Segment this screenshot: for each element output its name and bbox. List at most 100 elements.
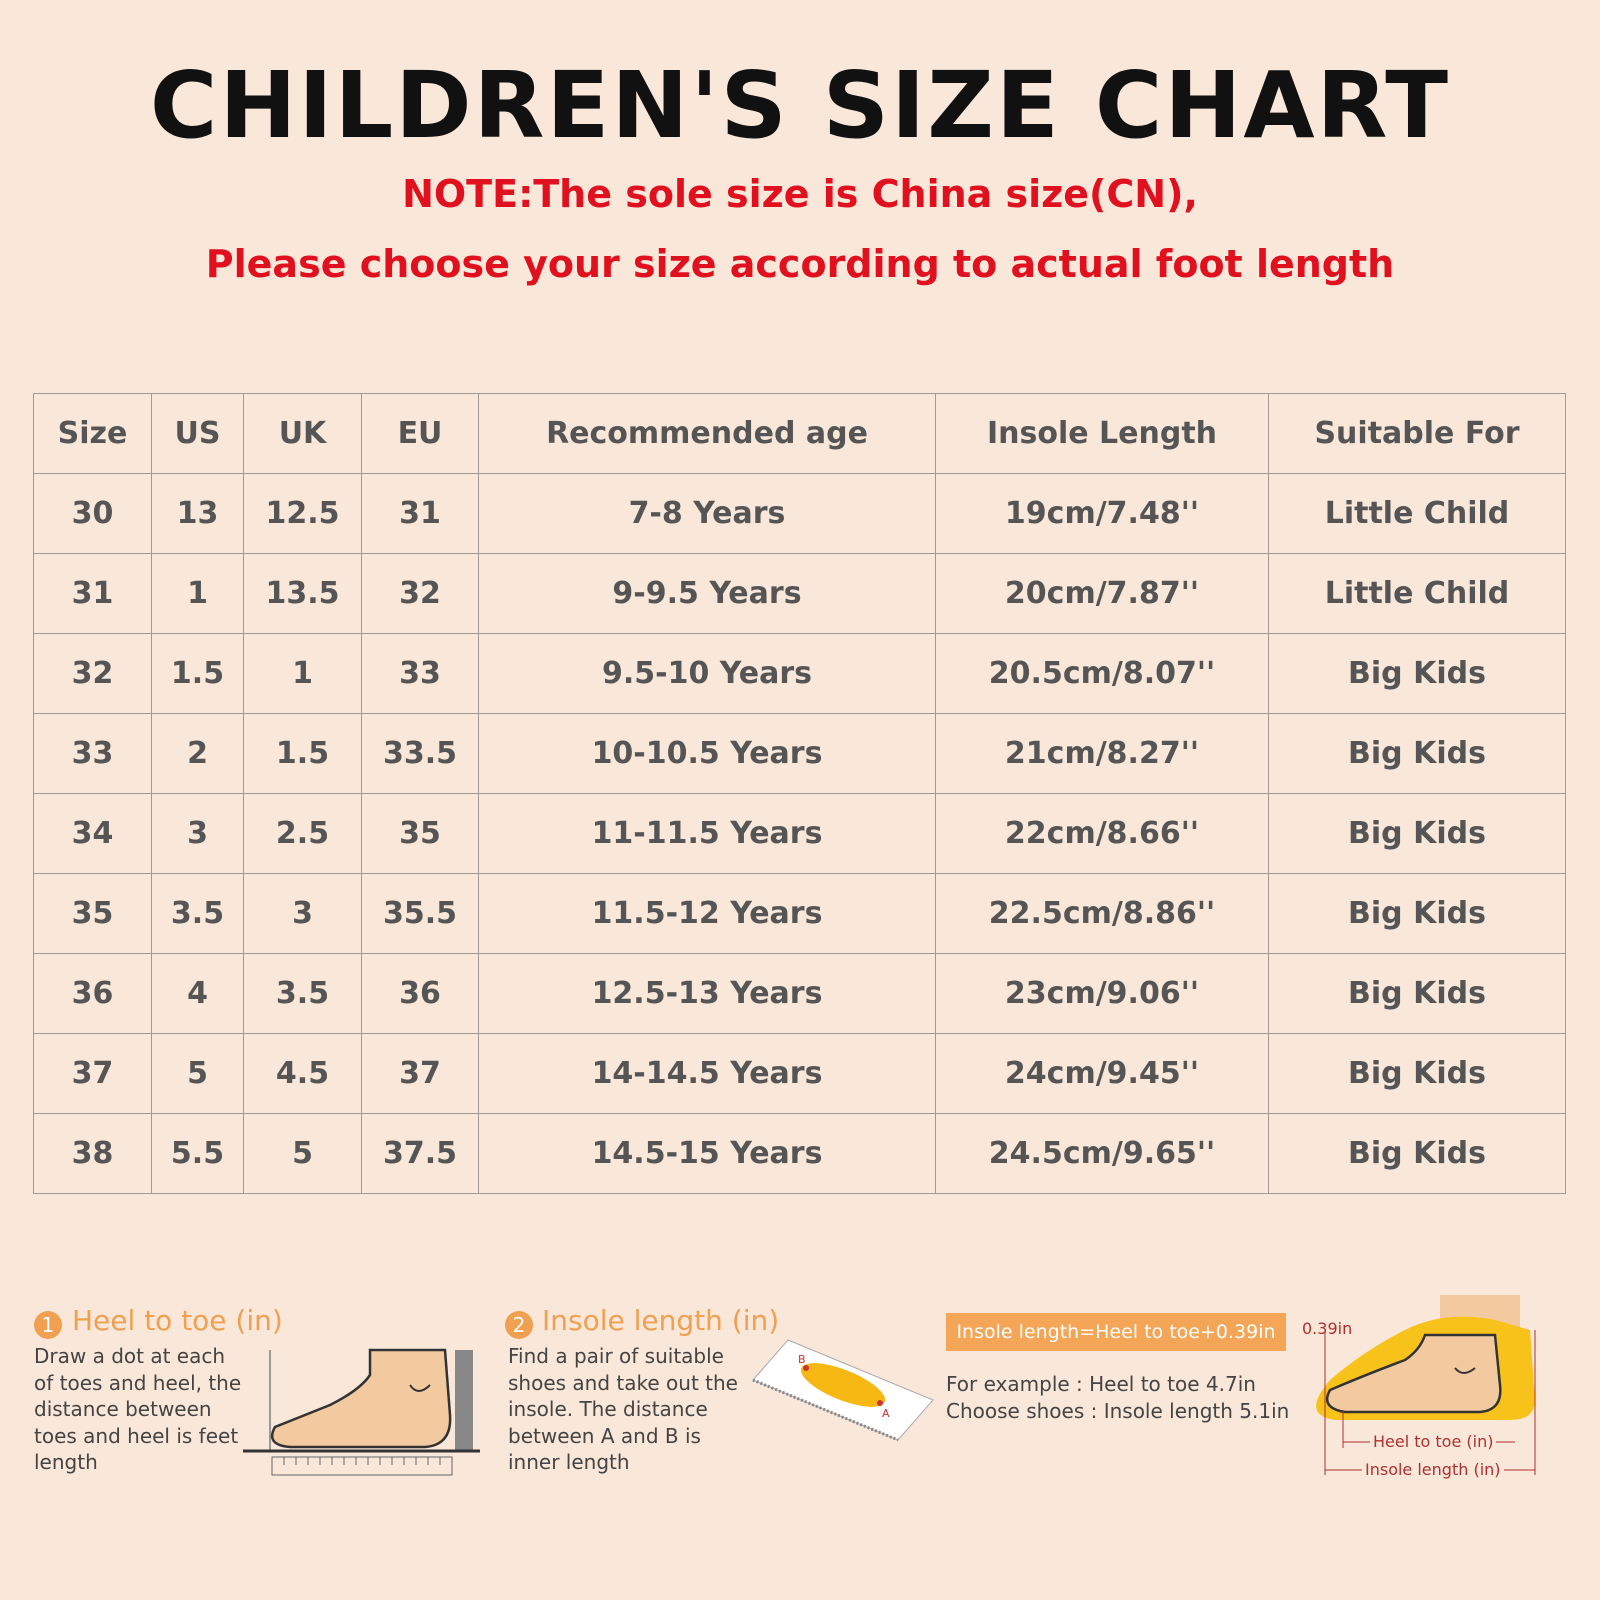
table-cell: 37 [361,1033,479,1114]
example: For example : Heel to toe 4.7in [946,1372,1256,1396]
table-cell: 20.5cm/8.07'' [935,633,1269,714]
table-cell: Big Kids [1268,1033,1566,1114]
table-cell: 12.5-13 Years [478,953,936,1034]
table-cell: 19cm/7.48'' [935,473,1269,554]
column-header: US [151,393,244,474]
table-cell: Big Kids [1268,633,1566,714]
table-cell: Big Kids [1268,1113,1566,1194]
table-cell: 22.5cm/8.86'' [935,873,1269,954]
table-cell: 38 [33,1113,152,1194]
table-cell: 9.5-10 Years [478,633,936,714]
table-cell: 36 [361,953,479,1034]
table-cell: 33.5 [361,713,479,794]
table-cell: 2 [151,713,244,794]
table-cell: 35 [33,873,152,954]
column-header: UK [243,393,362,474]
foot-illustration [243,1348,480,1476]
table-row: 35 3.5 3 35.5 11.5-12 Years 22.5cm/8.86'' Big … [33,873,1566,954]
table-row: 34 3 2.5 35 11-11.5 Years 22cm/8.66'' Big Kids [33,793,1566,874]
table-cell: 1 [151,553,244,634]
point-label: A [882,1407,890,1420]
table-cell: Big Kids [1268,953,1566,1034]
point-label: B [798,1353,806,1366]
table-cell: 11.5-12 Years [478,873,936,954]
table-cell: 33 [33,713,152,794]
table-cell: 1.5 [243,713,362,794]
table-cell: 13 [151,473,244,554]
table-cell: 14-14.5 Years [478,1033,936,1114]
table-cell: Little Child [1268,473,1566,554]
diagram-label: Heel to toe (in) [1370,1432,1497,1451]
column-header: Size [33,393,152,474]
column-header: Recommended age [478,393,936,474]
table-cell: 5 [151,1033,244,1114]
table-cell: 12.5 [243,473,362,554]
table-cell: 20cm/7.87'' [935,553,1269,634]
table-cell: 4.5 [243,1033,362,1114]
table-cell: 3.5 [243,953,362,1034]
table-cell: 10-10.5 Years [478,713,936,794]
example: Choose shoes : Insole length 5.1in [946,1399,1290,1423]
table-cell: 21cm/8.27'' [935,713,1269,794]
table-cell: 14.5-15 Years [478,1113,936,1194]
table-cell: 13.5 [243,553,362,634]
table-row: 36 4 3.5 36 12.5-13 Years 23cm/9.06'' Big Kids [33,953,1566,1034]
table-cell: 5.5 [151,1113,244,1194]
table-cell: Big Kids [1268,713,1566,794]
step-text: Find a pair of suitable shoes and take o… [508,1344,738,1474]
table-cell: 24.5cm/9.65'' [935,1113,1269,1194]
table-cell: 35 [361,793,479,874]
table-cell: 35.5 [361,873,479,954]
table-row: 37 5 4.5 37 14-14.5 Years 24cm/9.45'' Big Kids [33,1033,1566,1114]
measure-diagram [1316,1295,1536,1475]
table-cell: Big Kids [1268,873,1566,954]
table-cell: 30 [33,473,152,554]
step-number: 1 [34,1311,62,1339]
table-cell: 3 [151,793,244,874]
table-cell: 7-8 Years [478,473,936,554]
table-cell: 9-9.5 Years [478,553,936,634]
table-cell: 36 [33,953,152,1034]
step-title: Insole length (in) [542,1304,780,1337]
table-cell: 34 [33,793,152,874]
title: CHILDREN'S SIZE CHART [149,52,1451,159]
table-cell: 3.5 [151,873,244,954]
column-header: Suitable For [1268,393,1566,474]
table-cell: 32 [361,553,479,634]
table-row: 30 13 12.5 31 7-8 Years 19cm/7.48'' Little Chi… [33,473,1566,554]
step-title: Heel to toe (in) [72,1304,283,1337]
table-cell: Little Child [1268,553,1566,634]
table-cell: 1 [243,633,362,714]
table-cell: 11-11.5 Years [478,793,936,874]
diagram-label: Insole length (in) [1362,1460,1504,1479]
table-cell: 31 [33,553,152,634]
header-row: Size US UK EU Recommended age Insole Length Su… [33,393,1566,474]
table-cell: 2.5 [243,793,362,874]
table-cell: 4 [151,953,244,1034]
step-number: 2 [505,1311,533,1339]
column-header: EU [361,393,479,474]
table-row: 32 1.5 1 33 9.5-10 Years 20.5cm/8.07'' Big Kid… [33,633,1566,714]
table-cell: 5 [243,1113,362,1194]
table-cell: 24cm/9.45'' [935,1033,1269,1114]
table-row: 31 1 13.5 32 9-9.5 Years 20cm/7.87'' Little Ch… [33,553,1566,634]
table-cell: 22cm/8.66'' [935,793,1269,874]
table-cell: Big Kids [1268,793,1566,874]
gap-label: 0.39in [1302,1319,1353,1338]
table-cell: 23cm/9.06'' [935,953,1269,1034]
table-cell: 37.5 [361,1113,479,1194]
column-header: Insole Length [935,393,1269,474]
size-table: Size US UK EU Recommended age Insole Length Su… [33,393,1566,1194]
step-text: Draw a dot at each of toes and heel, the… [34,1344,242,1474]
table-cell: 37 [33,1033,152,1114]
table-row: 33 2 1.5 33.5 10-10.5 Years 21cm/8.27'' Big Ki… [33,713,1566,794]
table-cell: 31 [361,473,479,554]
formula: Insole length=Heel to toe+0.39in [946,1313,1286,1351]
insole-illustration: B A [752,1339,934,1442]
table-cell: 3 [243,873,362,954]
note: Please choose your size according to act… [205,242,1395,286]
note: NOTE:The sole size is China size(CN), [402,172,1198,216]
table-cell: 33 [361,633,479,714]
table-cell: 32 [33,633,152,714]
